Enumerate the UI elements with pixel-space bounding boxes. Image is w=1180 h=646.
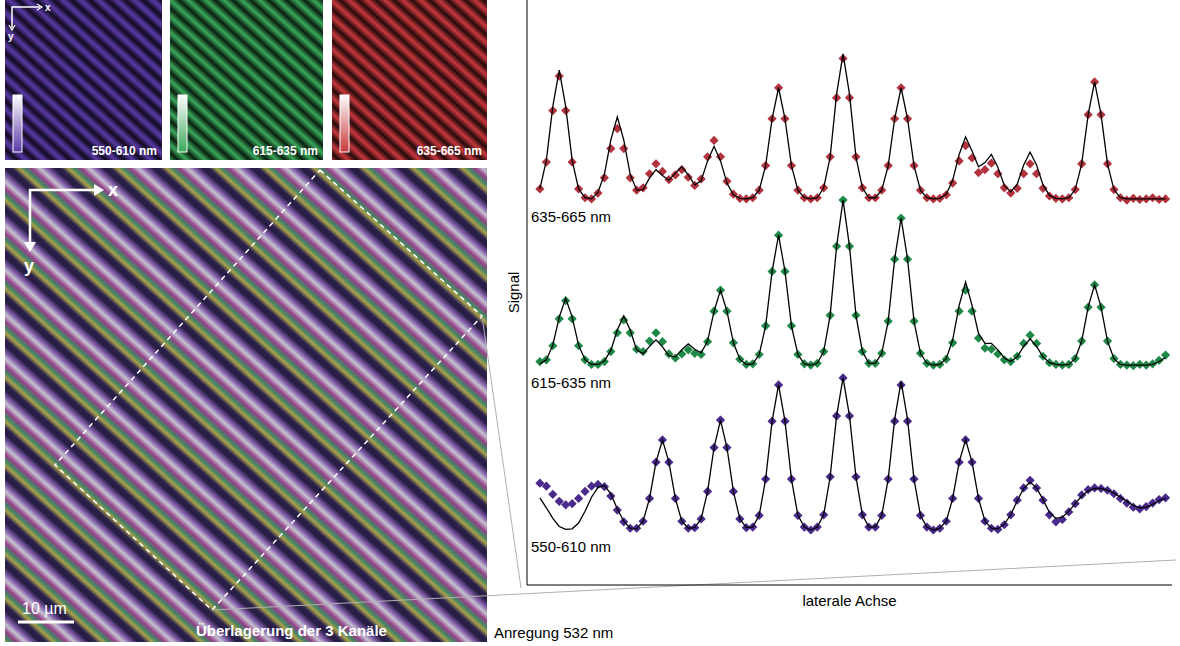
arrow-heads — [24, 184, 104, 252]
channel-image — [5, 0, 162, 160]
data-point — [651, 159, 660, 168]
x-axis — [527, 585, 1172, 586]
data-point — [709, 136, 718, 145]
data-point — [580, 487, 589, 496]
data-point — [1026, 476, 1035, 485]
axes-arrows — [12, 7, 40, 28]
data-point — [1161, 493, 1170, 502]
y-axis-title: Signal — [505, 272, 522, 314]
axis-letter: y — [8, 31, 14, 42]
data-point — [568, 499, 577, 508]
data-point — [1148, 193, 1157, 202]
axis-letter: y — [24, 256, 34, 276]
data-point — [658, 337, 667, 346]
axis-letter: x — [45, 2, 51, 13]
data-point — [574, 494, 583, 503]
fit-line — [540, 200, 1166, 365]
measured-points — [535, 195, 1170, 370]
axes-arrows — [30, 190, 100, 248]
series-label: 635-665 nm — [531, 208, 611, 225]
channel-label: 635-665 nm — [417, 144, 482, 158]
overlay-shade — [5, 168, 487, 642]
data-point — [1161, 350, 1170, 359]
data-point — [1006, 188, 1015, 197]
colorbar — [178, 95, 187, 152]
series-label: 550-610 nm — [531, 538, 611, 555]
data-point — [587, 482, 596, 491]
data-point — [955, 156, 964, 165]
fit-line — [540, 54, 1166, 199]
overlay-label: Überlagerung der 3 Kanäle — [196, 622, 387, 639]
channel-label: 615-635 nm — [253, 144, 318, 158]
profile-region — [55, 170, 482, 610]
colorbar — [13, 95, 22, 152]
data-point — [1122, 195, 1131, 204]
data-point — [619, 144, 628, 153]
channel-image — [332, 0, 487, 160]
data-point — [671, 170, 680, 179]
data-point — [980, 165, 989, 174]
channel-image — [170, 0, 323, 160]
data-point — [1077, 490, 1086, 499]
axis-letter: x — [108, 180, 118, 200]
data-point — [548, 490, 557, 499]
arrow-heads — [9, 4, 42, 30]
x-axis-title: laterale Achse — [802, 592, 896, 609]
measured-points — [535, 373, 1170, 534]
zoom-line — [482, 316, 521, 588]
data-point — [1058, 515, 1067, 524]
measured-points — [535, 54, 1170, 205]
channel-label: 550-610 nm — [92, 144, 157, 158]
colorbar — [340, 95, 349, 152]
scale-bar-label: 10 µm — [22, 600, 67, 617]
data-point — [535, 184, 544, 193]
series-label: 615-635 nm — [531, 374, 611, 391]
data-point — [651, 328, 660, 337]
fit-line — [540, 378, 1166, 530]
y-axis — [527, 0, 528, 585]
excitation-label: Anregung 532 nm — [494, 624, 613, 641]
figure: 550-610 nm 615-635 nm 635-665 nm x y x y 10 µm Ü… — [0, 0, 1180, 646]
data-point — [645, 336, 654, 345]
plot-area — [535, 54, 1170, 535]
data-point — [606, 144, 615, 153]
zoom-line — [212, 560, 1176, 610]
overlay-image — [5, 168, 487, 642]
data-point — [1026, 159, 1035, 168]
scale-bar — [18, 621, 74, 624]
data-point — [542, 482, 551, 491]
